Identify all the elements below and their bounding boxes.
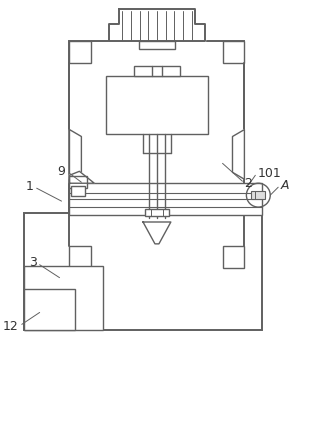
Bar — [106, 76, 207, 133]
Bar — [70, 183, 262, 215]
Text: 3: 3 — [29, 256, 37, 269]
Text: 101: 101 — [257, 167, 281, 180]
Polygon shape — [143, 222, 171, 244]
Bar — [145, 209, 169, 216]
Text: 12: 12 — [3, 320, 19, 333]
Bar — [71, 186, 85, 196]
Bar — [70, 41, 244, 268]
Polygon shape — [70, 129, 81, 179]
Polygon shape — [109, 9, 205, 41]
Bar — [251, 191, 265, 199]
Bar — [24, 288, 76, 330]
Bar — [70, 246, 91, 268]
Bar — [24, 266, 103, 330]
Text: 9: 9 — [58, 165, 66, 178]
Polygon shape — [70, 171, 94, 183]
Bar — [222, 41, 244, 63]
Text: 2: 2 — [244, 177, 252, 190]
Text: A: A — [280, 179, 289, 192]
Bar — [222, 246, 244, 268]
Bar — [70, 176, 87, 188]
Bar — [70, 41, 91, 63]
Bar — [24, 213, 262, 330]
Bar — [139, 41, 175, 49]
Text: 1: 1 — [26, 180, 34, 193]
Polygon shape — [232, 129, 244, 179]
Bar — [134, 66, 180, 76]
